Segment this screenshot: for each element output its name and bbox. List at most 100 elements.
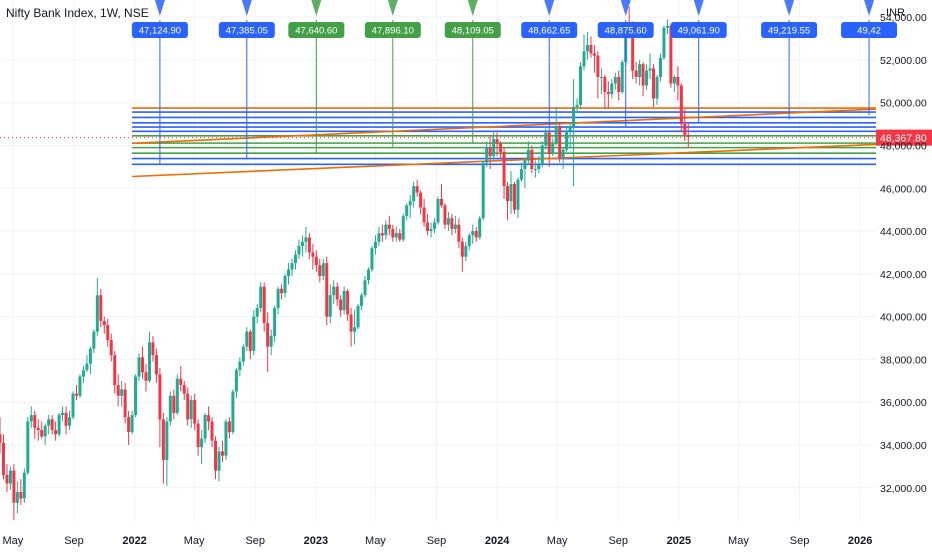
candle-up (8, 470, 12, 484)
candle-down (652, 68, 656, 99)
candle-up (526, 149, 530, 161)
candle-down (113, 355, 117, 386)
x-tick-label: Sep (427, 535, 447, 547)
candle-up (353, 327, 357, 332)
currency-label[interactable]: INR (886, 7, 905, 19)
candle-up (269, 335, 273, 347)
candle-down (419, 192, 423, 208)
candle-down (415, 186, 419, 193)
candle-down (631, 29, 635, 71)
y-tick-label: 42,000.00 (880, 269, 927, 281)
candle-down (634, 70, 638, 78)
candle-up (252, 316, 256, 351)
trend-line (132, 108, 877, 145)
candle-up (509, 183, 513, 202)
marker-label-box (670, 22, 727, 38)
candle-up (370, 248, 374, 270)
candle-down (5, 474, 9, 484)
candle-down (686, 134, 690, 137)
x-tick-label: 2026 (848, 535, 872, 547)
candle-up (554, 126, 558, 144)
candle-down (0, 434, 2, 443)
candle-up (575, 104, 579, 107)
candle-down (391, 228, 395, 238)
candle-down (182, 385, 186, 394)
x-tick-label: 2023 (304, 535, 328, 547)
marker-label: 48,662.65 (528, 26, 570, 37)
marker-arrow-icon (311, 0, 322, 16)
time-axis[interactable]: May Sep 2022 May Sep 2023 May Sep 2024 May Sep 2025… (3, 535, 873, 547)
candle-up (373, 241, 377, 249)
x-tick-label: May (184, 535, 205, 547)
y-tick-label: 36,000.00 (880, 397, 927, 409)
candle-up (217, 451, 221, 471)
candle-down (488, 147, 492, 157)
candle-up (412, 186, 416, 202)
y-tick-label: 32,000.00 (880, 483, 927, 495)
candle-down (154, 355, 158, 375)
candle-up (665, 25, 669, 28)
candle-up (645, 70, 649, 86)
marker-label: 49,42 (857, 26, 881, 37)
candle-down (123, 389, 127, 418)
candle-up (259, 286, 263, 309)
candle-down (33, 415, 37, 428)
marker-label-box (761, 22, 818, 38)
candle-down (499, 143, 503, 152)
candle-up (446, 218, 450, 225)
marker-arrow-icon (387, 0, 398, 16)
marker-arrow-icon (693, 0, 704, 16)
candle-up (519, 169, 523, 180)
candle-up (384, 224, 388, 236)
x-tick-label: May (3, 535, 24, 547)
candle-up (599, 77, 603, 79)
candle-up (71, 393, 75, 418)
candle-up (568, 126, 572, 131)
marker-label: 47,640.60 (295, 26, 337, 37)
x-tick-label: May (365, 535, 386, 547)
x-tick-label: 2024 (485, 535, 510, 547)
candle-down (679, 85, 683, 125)
candle-up (485, 147, 489, 163)
candle-down (210, 421, 214, 441)
price-axis[interactable]: 32,000.00 34,000.00 36,000.00 38,000.00 40,0… (880, 12, 927, 495)
candle-up (234, 370, 238, 392)
y-tick-label: 52,000.00 (880, 55, 927, 67)
candle-down (506, 186, 510, 202)
candle-up (394, 233, 398, 238)
candle-down (676, 77, 680, 86)
candle-up (540, 145, 544, 165)
candle-up (189, 400, 193, 420)
candle-down (596, 55, 600, 78)
candle-down (99, 295, 103, 321)
y-tick-label: 48,000.00 (880, 140, 927, 152)
candle-up (481, 162, 485, 219)
marker-arrow-icon (241, 0, 252, 16)
y-tick-label: 44,000.00 (880, 226, 927, 238)
candle-up (29, 415, 33, 422)
candle-up (561, 149, 565, 159)
candle-down (443, 205, 447, 225)
candle-up (478, 218, 482, 238)
candle-down (450, 218, 454, 229)
marker-label: 47,385.05 (226, 26, 268, 37)
candle-up (168, 395, 172, 422)
candle-down (558, 126, 562, 159)
candle-up (620, 62, 624, 92)
candle-up (328, 295, 332, 317)
x-tick-label: Sep (64, 535, 84, 547)
candle-down (196, 423, 200, 448)
x-tick-label: May (728, 535, 749, 547)
x-tick-label: Sep (245, 535, 265, 547)
y-tick-label: 54,000.00 (880, 12, 927, 24)
marker-label-box (521, 22, 578, 38)
candle-up (332, 286, 336, 296)
candle-down (144, 372, 148, 381)
candle-up (203, 415, 207, 439)
candle-up (429, 228, 433, 232)
x-tick-label: Sep (790, 535, 810, 547)
candle-up (15, 492, 19, 503)
candle-up (92, 331, 96, 349)
